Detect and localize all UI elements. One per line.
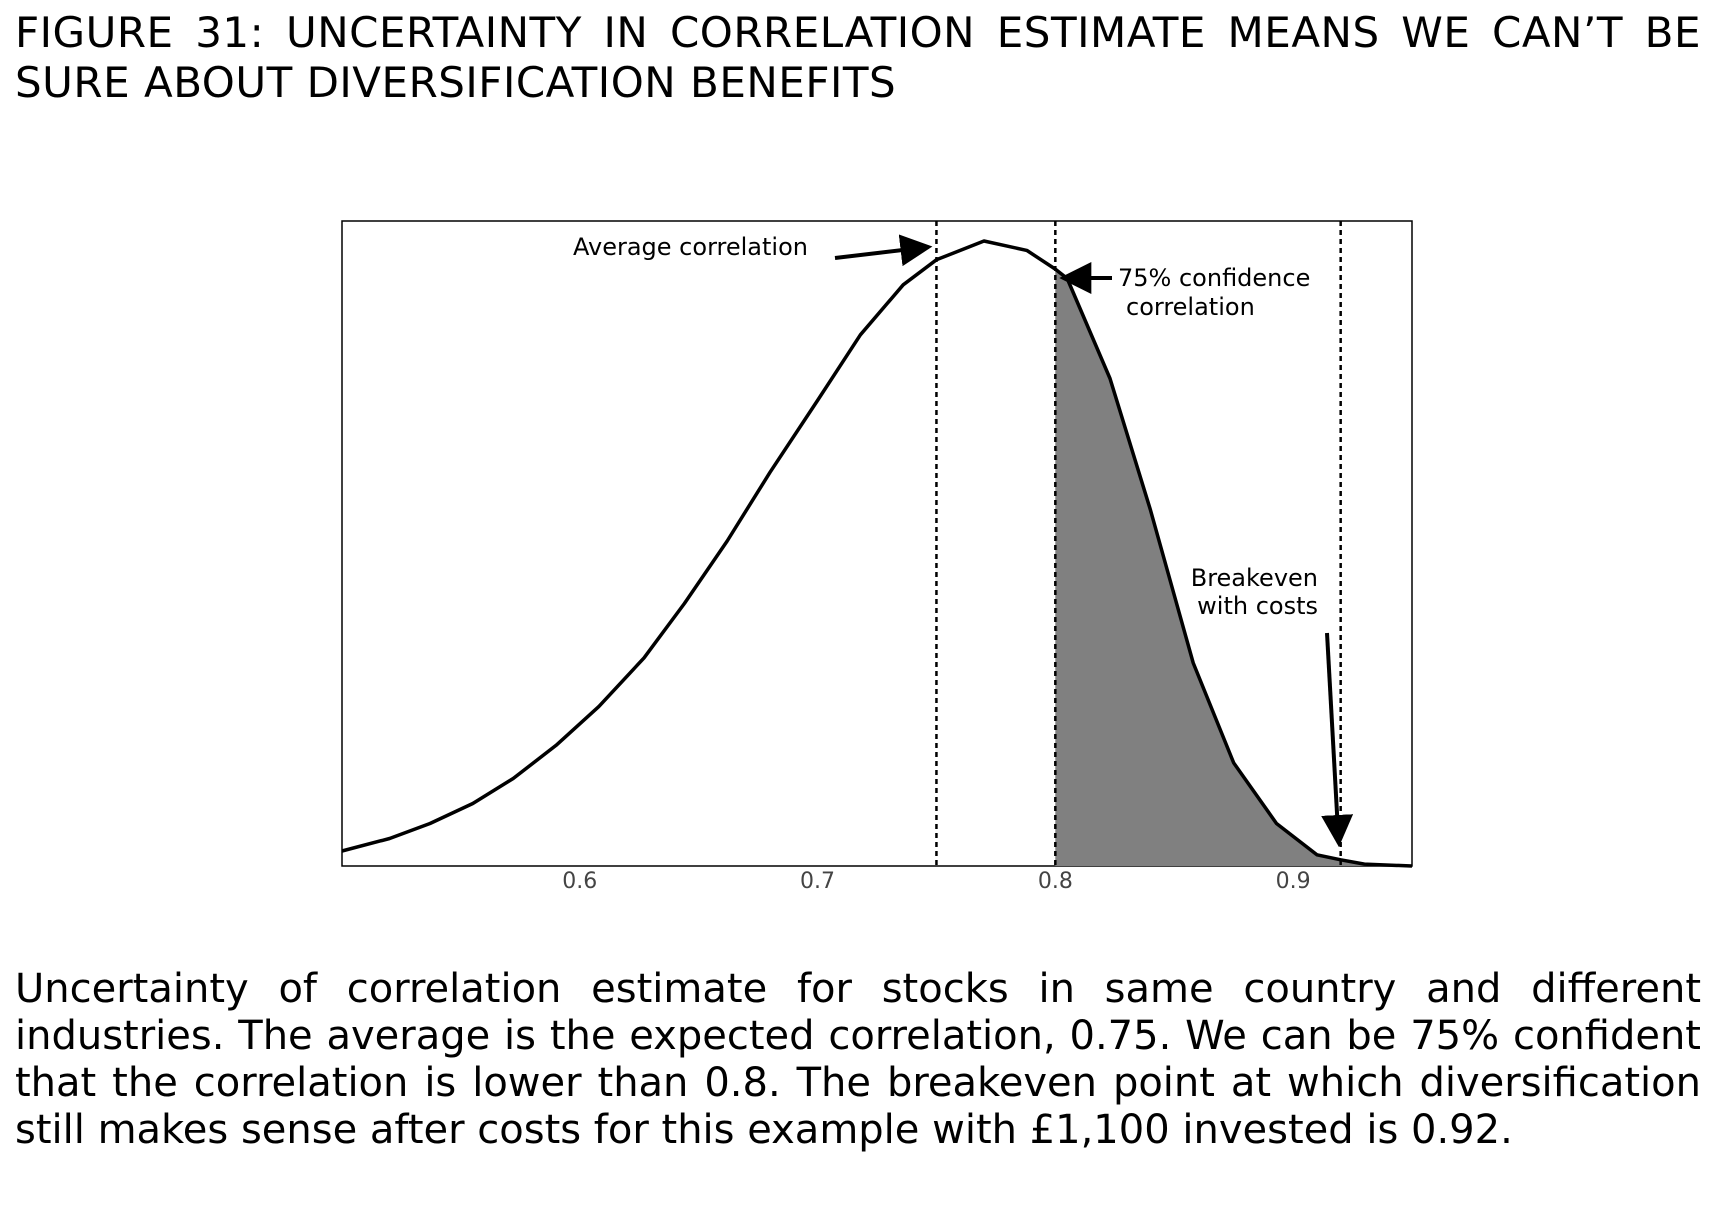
x-tick-label: 0.7 — [800, 869, 835, 894]
annotation-average-correlation: Average correlation — [573, 233, 808, 261]
arrow-breakeven — [1321, 632, 1354, 847]
chart: 0.6 0.7 0.8 0.9 Average correlation 75% confi… — [341, 220, 1413, 894]
annotation-confidence-line-1: 75% confidence — [1118, 264, 1310, 292]
x-tick-label: 0.8 — [1038, 869, 1073, 894]
figure-title: FIGURE 31: UNCERTAINTY IN CORRELATION ES… — [15, 8, 1701, 107]
annotation-breakeven-line-2: with costs — [1197, 592, 1318, 620]
arrow-average-correlation — [834, 234, 933, 267]
distribution-curve — [341, 239, 1413, 868]
figure-caption: Uncertainty of correlation estimate for … — [15, 966, 1701, 1153]
shaded-confidence-region — [1055, 269, 1412, 867]
annotation-confidence-line-2: correlation — [1126, 293, 1255, 321]
annotation-breakeven-line-1: Breakeven — [1191, 564, 1318, 592]
x-tick-label: 0.6 — [562, 869, 597, 894]
chart-marks: 0.6 0.7 0.8 0.9 Average correlation 75% confi… — [341, 221, 1413, 894]
x-tick-label: 0.9 — [1276, 869, 1311, 894]
chart-svg: 0.6 0.7 0.8 0.9 Average correlation 75% confi… — [341, 220, 1413, 894]
